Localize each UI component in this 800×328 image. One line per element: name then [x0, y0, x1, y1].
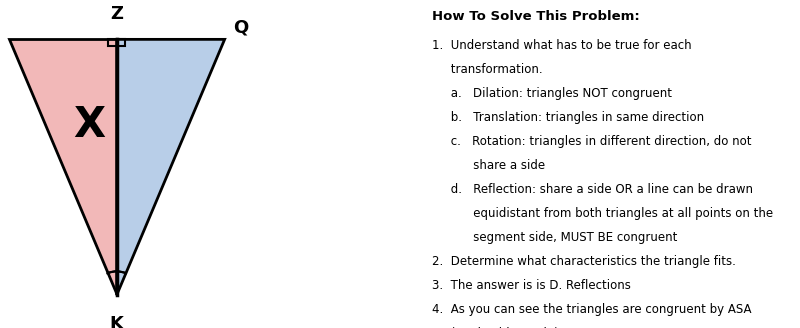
- Text: K: K: [110, 315, 123, 328]
- Polygon shape: [117, 39, 225, 295]
- Text: (angle-side-angle).: (angle-side-angle).: [432, 327, 562, 328]
- Text: Z: Z: [110, 5, 123, 23]
- Polygon shape: [9, 39, 117, 295]
- Text: share a side: share a side: [432, 159, 545, 172]
- Text: X: X: [74, 104, 106, 146]
- Text: 2.  Determine what characteristics the triangle fits.: 2. Determine what characteristics the tr…: [432, 255, 736, 268]
- Bar: [108, 39, 117, 46]
- Bar: [117, 39, 126, 46]
- Text: segment side, MUST BE congruent: segment side, MUST BE congruent: [432, 231, 678, 244]
- Text: 4.  As you can see the triangles are congruent by ASA: 4. As you can see the triangles are cong…: [432, 303, 751, 316]
- Text: d.   Reflection: share a side OR a line can be drawn: d. Reflection: share a side OR a line ca…: [432, 183, 753, 196]
- Text: a.   Dilation: triangles NOT congruent: a. Dilation: triangles NOT congruent: [432, 87, 672, 100]
- Text: equidistant from both triangles at all points on the: equidistant from both triangles at all p…: [432, 207, 773, 220]
- Text: Q: Q: [234, 18, 249, 36]
- Text: b.   Translation: triangles in same direction: b. Translation: triangles in same direct…: [432, 111, 704, 124]
- Text: 3.  The answer is is D. Reflections: 3. The answer is is D. Reflections: [432, 279, 631, 292]
- Text: c.   Rotation: triangles in different direction, do not: c. Rotation: triangles in different dire…: [432, 135, 751, 148]
- Text: transformation.: transformation.: [432, 63, 542, 76]
- Text: How To Solve This Problem:: How To Solve This Problem:: [432, 10, 640, 23]
- Text: 1.  Understand what has to be true for each: 1. Understand what has to be true for ea…: [432, 39, 692, 52]
